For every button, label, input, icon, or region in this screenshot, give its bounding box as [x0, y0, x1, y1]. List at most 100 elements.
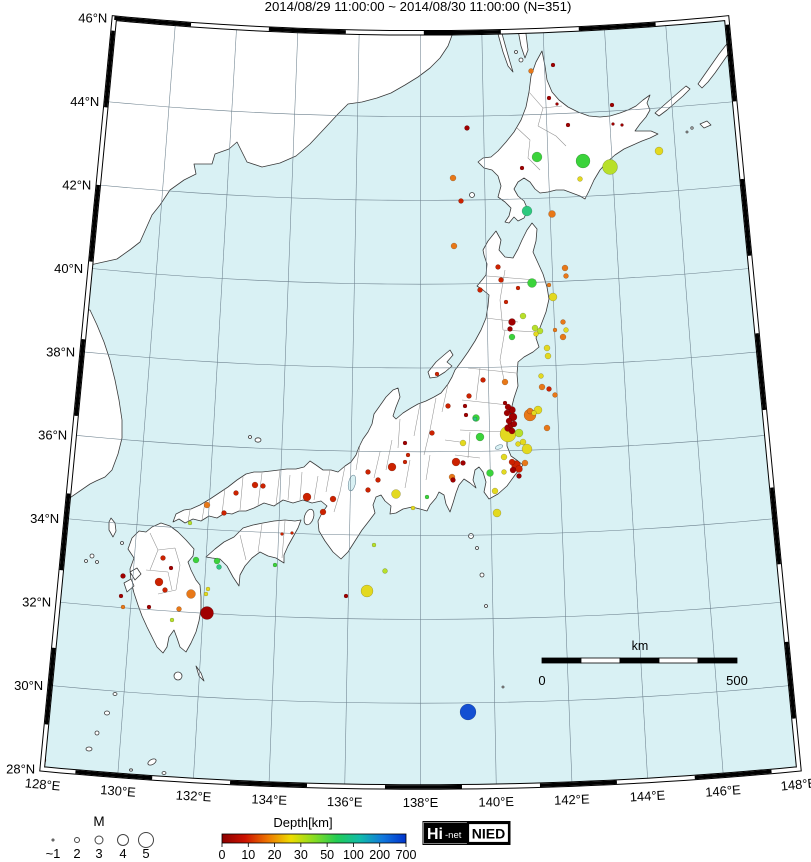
goto-islands: [89, 553, 95, 559]
quake-dot: [548, 292, 558, 302]
quake-dot: [577, 176, 583, 182]
quake-dot: [475, 432, 485, 442]
prefecture-borders: [145, 91, 567, 595]
quake-dot: [538, 383, 546, 391]
amami-islet: [112, 692, 118, 696]
amami-islet: [85, 746, 93, 752]
lon-tick-label: 136°E: [327, 794, 363, 810]
quake-dot: [382, 568, 388, 574]
quake-dot: [365, 469, 371, 475]
honshu: [172, 222, 550, 560]
kuril-islet: [770, 10, 774, 14]
quake-dot: [561, 264, 569, 272]
habomai-islet: [685, 130, 689, 134]
lon-tick-label: 134°E: [251, 791, 287, 807]
kunashir-island: [654, 85, 691, 117]
quake-dot: [120, 573, 126, 579]
scalebar-segment: [658, 657, 699, 664]
quake-dot: [480, 377, 486, 383]
grid-meridian: [193, 27, 237, 781]
quake-dot: [459, 439, 467, 447]
quake-dot: [504, 403, 512, 411]
quake-dot: [391, 489, 401, 499]
quake-dot: [519, 438, 527, 446]
goto-islands: [95, 560, 99, 564]
quake-dot: [458, 198, 464, 204]
izu-island: [475, 546, 479, 550]
grid-meridian: [665, 23, 724, 776]
izu-island: [484, 604, 488, 608]
quake-dot: [560, 319, 566, 325]
yakushima-island: [173, 671, 183, 681]
scalebar-segment: [580, 657, 621, 664]
lat-tick-label: 38°N: [46, 344, 75, 359]
quake-dot: [509, 466, 517, 474]
quake-dot: [402, 440, 408, 446]
quake-dot: [515, 441, 521, 447]
depth-tick-label: 50: [320, 848, 334, 862]
logo-nied-box: [466, 821, 511, 845]
quake-dot: [477, 287, 483, 293]
quake-dot: [429, 430, 435, 436]
rebun-island: [514, 50, 518, 54]
quake-dot: [200, 606, 214, 620]
quake-dot: [505, 417, 513, 425]
quake-dot: [550, 62, 556, 68]
lat-tick-label: 28°N: [6, 761, 35, 776]
quake-dot: [546, 386, 552, 392]
amami-islet: [129, 768, 133, 772]
quake-dot: [186, 589, 196, 599]
quake-dot: [216, 564, 222, 570]
lon-tick-label: 148°E: [780, 775, 811, 793]
quake-dot: [405, 452, 411, 458]
quake-dot: [450, 477, 456, 483]
quake-dot: [466, 393, 472, 399]
quake-dot: [187, 520, 193, 526]
lake-kasumigaura: [494, 444, 504, 450]
quake-dot: [563, 273, 569, 279]
quake-dot: [459, 703, 477, 721]
scalebar-end-label: 500: [726, 673, 748, 688]
quake-dot: [544, 352, 552, 360]
lat-tick-label: 34°N: [30, 511, 59, 526]
quake-dot: [538, 373, 544, 379]
quake-dot: [552, 327, 558, 333]
quake-dot: [486, 469, 494, 477]
quake-dot: [445, 403, 451, 409]
magnitude-sample-circle: [138, 832, 154, 848]
magnitude-legend-title: M: [93, 814, 104, 829]
graticule: [42, 18, 799, 788]
shikoku: [205, 519, 302, 587]
quake-dot: [375, 477, 381, 483]
quake-dot: [510, 420, 518, 428]
quake-dot: [502, 400, 508, 406]
quake-dot: [434, 371, 440, 377]
lon-tick-label: 132°E: [175, 787, 212, 804]
quake-dot: [371, 542, 377, 548]
quake-dot: [548, 210, 556, 218]
scalebar-segment: [697, 657, 738, 664]
quake-dot: [451, 457, 461, 467]
depth-tick-label: 30: [294, 848, 308, 862]
lat-tick-label: 30°N: [14, 678, 43, 693]
quake-dot: [343, 593, 349, 599]
depth-tick-label: 20: [268, 848, 282, 862]
scalebar-segment: [541, 657, 582, 664]
quake-dot: [118, 593, 124, 599]
depth-tick-label: 0: [219, 848, 226, 862]
quake-dot: [260, 483, 266, 489]
quake-dot: [462, 403, 468, 409]
amami-islet: [161, 771, 167, 775]
quake-dot: [543, 344, 551, 352]
quake-dot: [508, 427, 516, 435]
quake-dot: [654, 146, 664, 156]
quake-dot: [514, 428, 524, 438]
quake-dot: [365, 487, 371, 493]
landmasses: [57, 10, 783, 775]
oki-islands: [254, 437, 262, 443]
quake-dot: [251, 481, 259, 489]
quake-dot: [620, 123, 624, 127]
quake-dot: [602, 159, 618, 175]
iki-island: [120, 541, 124, 545]
